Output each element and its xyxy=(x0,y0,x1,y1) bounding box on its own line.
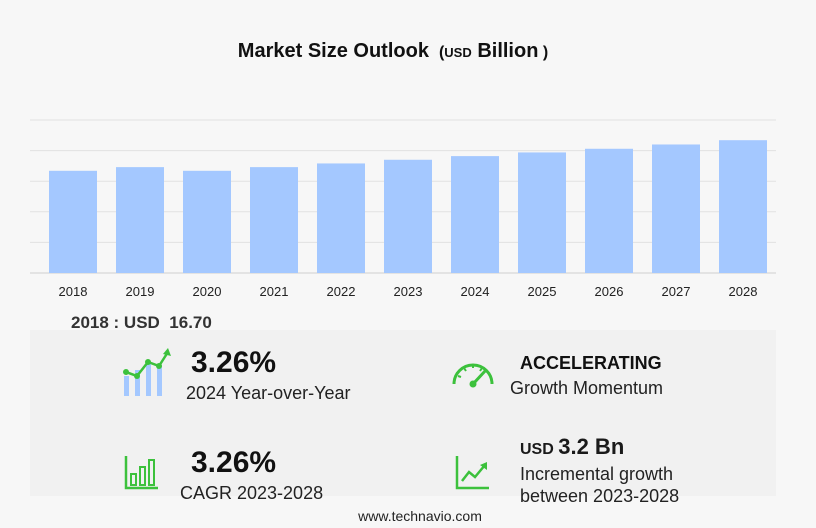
chart-title-text: Market Size Outlook xyxy=(237,40,429,62)
x-tick-label: 2019 xyxy=(126,284,155,299)
x-tick-label: 2022 xyxy=(327,284,356,299)
x-tick-label: 2020 xyxy=(193,284,222,299)
growth-chart-icon xyxy=(123,348,171,396)
incremental-amount: 3.2 Bn xyxy=(558,434,625,459)
incremental-currency: USD xyxy=(520,441,554,458)
trend-line-icon xyxy=(455,456,489,490)
base-year-label: 2018 : USD xyxy=(71,313,160,332)
bar-2028 xyxy=(719,140,767,273)
momentum-label: Growth Momentum xyxy=(510,378,664,398)
source-footer: www.technavio.com xyxy=(358,508,482,524)
x-tick-label: 2023 xyxy=(394,284,423,299)
x-tick-label: 2025 xyxy=(528,284,557,299)
bar-2019 xyxy=(116,167,164,273)
chart-title-unit-suffix: Billion xyxy=(477,40,539,62)
bar-2024 xyxy=(451,156,499,273)
chart-title: Market Size Outlook (USD Billion ) xyxy=(237,40,549,62)
x-tick-label: 2024 xyxy=(461,284,490,299)
bar-2023 xyxy=(384,159,432,273)
incremental-label-line2: between 2023-2028 xyxy=(520,486,680,506)
x-tick-label: 2028 xyxy=(729,284,758,299)
momentum-value: ACCELERATING xyxy=(520,353,662,373)
bar-2022 xyxy=(317,163,365,273)
chart-title-unit-prefix: USD xyxy=(444,45,472,60)
bar-2025 xyxy=(518,152,566,273)
yoy-value: 3.26% xyxy=(191,346,277,379)
speedometer-icon xyxy=(452,363,494,388)
bar-2020 xyxy=(183,170,231,273)
base-year-value: 2018 : USD 16.70 xyxy=(71,313,212,333)
incremental-value: USD 3.2 Bn xyxy=(520,434,624,460)
x-tick-label: 2026 xyxy=(595,284,624,299)
yoy-label: 2024 Year-over-Year xyxy=(186,383,351,403)
incremental-label-line1: Incremental growth xyxy=(520,464,674,484)
bar-2027 xyxy=(652,144,700,273)
cagr-value: 3.26% xyxy=(191,446,277,479)
bar-2021 xyxy=(250,167,298,273)
bar-chart: 2018 2019 2020 2021 2022 2023 2024 2025 2026 2027… xyxy=(30,119,776,299)
bar-2026 xyxy=(585,148,633,273)
x-tick-label: 2018 xyxy=(59,284,88,299)
x-tick-label: 2021 xyxy=(260,284,289,299)
cagr-label: CAGR 2023-2028 xyxy=(180,483,324,503)
bar-chart-icon xyxy=(124,456,158,490)
bar-2018 xyxy=(49,170,97,273)
base-year-number: 16.70 xyxy=(169,313,212,332)
x-tick-label: 2027 xyxy=(662,284,691,299)
